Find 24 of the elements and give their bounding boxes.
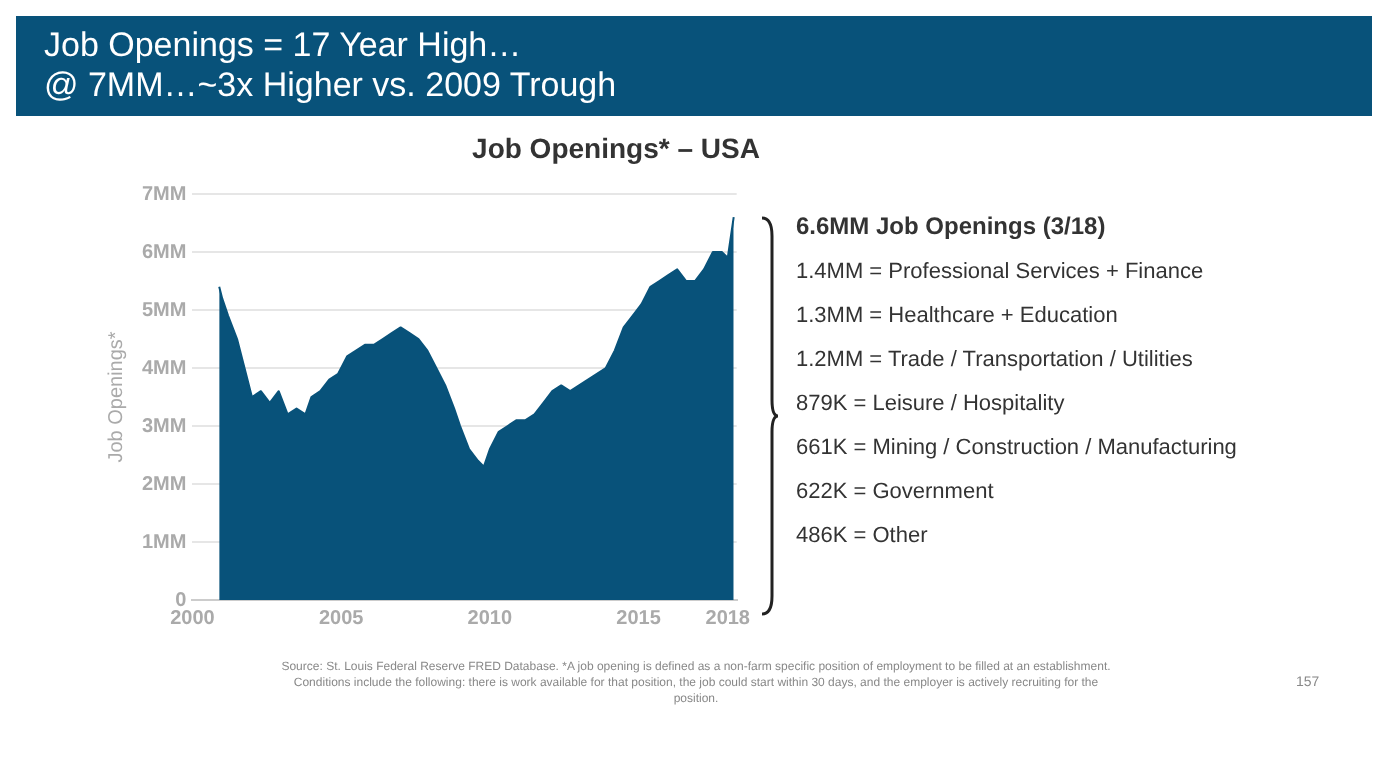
text: 879K = Leisure / Hospitality xyxy=(796,392,1067,416)
chart-title: Job Openings = 17 Year High… @ 7MM…~3x Higher vs. 2009 Trough xyxy=(16,16,1372,116)
text: 661K = Mining / Construction / Manufacturing xyxy=(796,436,1237,460)
x-tick-label: 2005 xyxy=(318,607,365,630)
y-tick-label: 5MM xyxy=(141,299,187,322)
y-tick-label: 2MM xyxy=(141,473,187,496)
x-tick-label: 2015 xyxy=(616,607,662,630)
text: 1.2MM = Trade / Transportation / Utilities xyxy=(796,348,1195,372)
x-tick-label: 2000 xyxy=(170,607,216,630)
text: 1.3MM = Healthcare + Education xyxy=(796,304,1120,328)
y-tick-label: 6MM xyxy=(141,241,187,264)
y-tick-label: 4MM xyxy=(141,357,187,380)
text: 622K = Government xyxy=(796,480,996,504)
y-axis-title: Job Openings* xyxy=(105,331,128,463)
x-tick-label: 2018 xyxy=(705,607,751,630)
x-tick-label: 2010 xyxy=(467,607,513,630)
text: 486K = Other xyxy=(796,524,930,548)
y-tick-label: 1MM xyxy=(141,531,187,554)
y-tick-label: 0 xyxy=(175,589,188,612)
text: 6.6MM Job Openings (3/18) xyxy=(796,212,1108,240)
y-tick-label: 3MM xyxy=(141,415,187,438)
text: 1.4MM = Professional Services + Finance xyxy=(796,260,1206,284)
chart-subtitle: Job Openings* – USA xyxy=(470,132,762,164)
y-tick-label: 7MM xyxy=(141,183,187,206)
